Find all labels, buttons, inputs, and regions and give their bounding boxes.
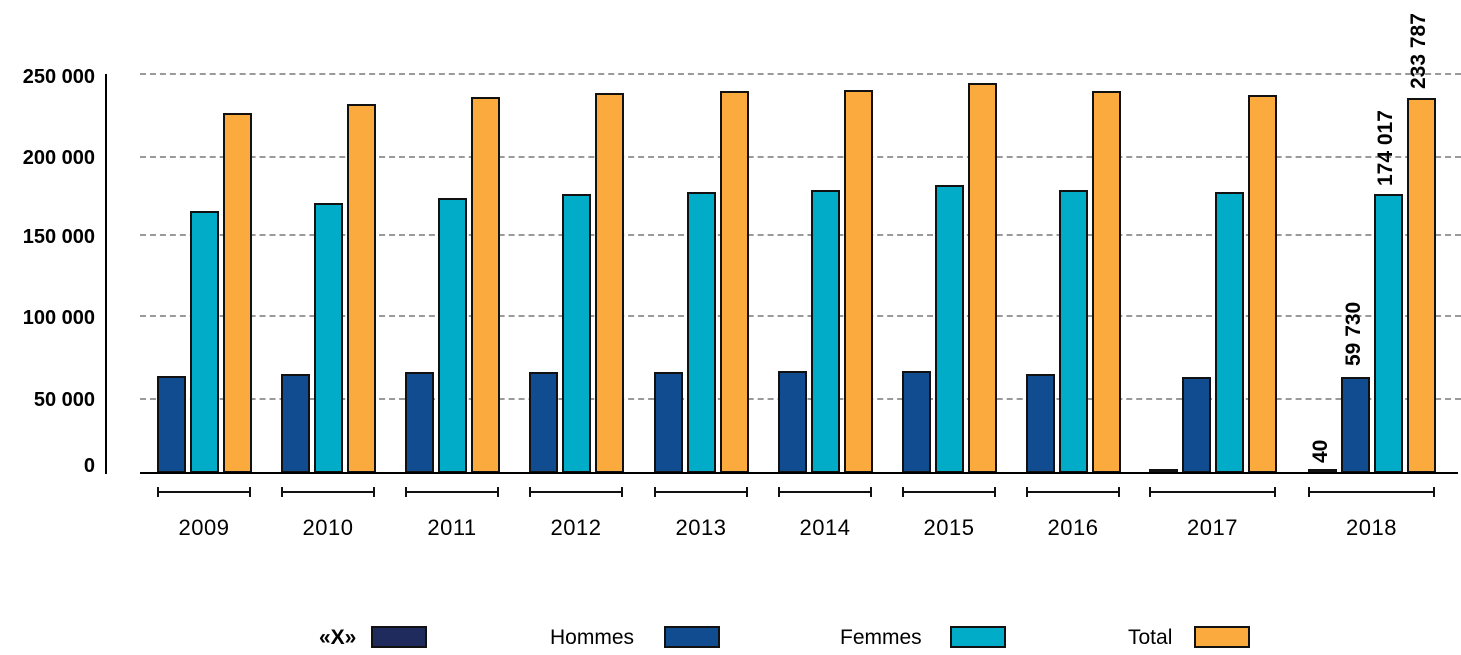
y-tick-0: 0 bbox=[83, 455, 95, 477]
value-label-2018-femmes: 174 017 bbox=[1374, 110, 1397, 186]
legend-swatch-x bbox=[371, 626, 427, 648]
x-tick-label-2011: 2011 bbox=[427, 515, 477, 540]
bar-2016-hommes bbox=[1026, 374, 1055, 473]
bar-2017-total bbox=[1248, 95, 1277, 473]
category-bracket-2018 bbox=[1308, 487, 1435, 497]
category-bracket-2017 bbox=[1149, 487, 1276, 497]
bar-2014-total bbox=[844, 90, 873, 473]
gridline-250000 bbox=[140, 73, 1461, 75]
gridline-200000 bbox=[140, 156, 1461, 158]
category-bracket-2014 bbox=[778, 487, 872, 497]
legend-label-x: «X» bbox=[319, 626, 357, 649]
value-label-2018-hommes: 59 730 bbox=[1342, 301, 1365, 366]
y-axis-line bbox=[105, 74, 107, 474]
bar-2011-hommes bbox=[405, 372, 434, 473]
category-bracket-2011 bbox=[405, 487, 499, 497]
bar-2009-femmes bbox=[190, 211, 219, 473]
category-bracket-2010 bbox=[281, 487, 375, 497]
bar-2013-total bbox=[720, 91, 749, 473]
x-tick-label-2018: 2018 bbox=[1346, 515, 1397, 540]
category-bracket-2012 bbox=[529, 487, 623, 497]
legend-swatch-femmes bbox=[950, 626, 1006, 648]
bar-2013-femmes bbox=[687, 192, 716, 473]
bar-2018-femmes bbox=[1374, 194, 1403, 473]
bar-2018-hommes bbox=[1341, 377, 1370, 473]
gridline-100000 bbox=[140, 315, 1461, 317]
bar-2010-femmes bbox=[314, 203, 343, 473]
bar-2015-hommes bbox=[902, 371, 931, 473]
category-bracket-2013 bbox=[654, 487, 748, 497]
x-tick-label-2017: 2017 bbox=[1187, 515, 1238, 540]
x-tick-label-2012: 2012 bbox=[550, 515, 602, 540]
bar-2014-hommes bbox=[778, 371, 807, 473]
legend-swatch-total bbox=[1194, 626, 1250, 648]
bar-2012-femmes bbox=[562, 194, 591, 473]
y-tick-200000: 200 000 bbox=[22, 147, 95, 169]
legend-label-total: Total bbox=[1128, 626, 1173, 649]
y-tick-50000: 50 000 bbox=[33, 389, 95, 411]
x-tick-label-2014: 2014 bbox=[799, 515, 851, 540]
x-tick-label-2010: 2010 bbox=[302, 515, 354, 540]
category-bracket-2009 bbox=[157, 487, 251, 497]
bar-2013-hommes bbox=[654, 372, 683, 473]
legend-label-femmes: Femmes bbox=[840, 626, 922, 649]
bar-2010-hommes bbox=[281, 374, 310, 473]
bar-2017-femmes bbox=[1215, 192, 1244, 473]
x-tick-label-2016: 2016 bbox=[1047, 515, 1099, 540]
y-tick-150000: 150 000 bbox=[22, 226, 95, 248]
x-axis-line bbox=[140, 472, 1458, 474]
x-tick-label-2015: 2015 bbox=[923, 515, 975, 540]
bar-2015-femmes bbox=[935, 185, 964, 473]
bar-2009-total bbox=[223, 113, 252, 473]
bar-2016-total bbox=[1092, 91, 1121, 473]
bar-2016-femmes bbox=[1059, 190, 1088, 473]
x-tick-label-2009: 2009 bbox=[178, 515, 230, 540]
y-tick-100000: 100 000 bbox=[22, 307, 95, 329]
bar-2018-total bbox=[1407, 98, 1436, 473]
category-bracket-2016 bbox=[1026, 487, 1120, 497]
bar-2012-hommes bbox=[529, 372, 558, 473]
value-label-2018-total: 233 787 bbox=[1407, 13, 1430, 89]
bar-2010-total bbox=[347, 104, 376, 473]
bar-2012-total bbox=[595, 93, 624, 473]
legend-swatch-hommes bbox=[664, 626, 720, 648]
bar-2011-total bbox=[471, 97, 500, 473]
bar-2015-total bbox=[968, 83, 997, 473]
bar-2014-femmes bbox=[811, 190, 840, 473]
bar-2011-femmes bbox=[438, 198, 467, 473]
x-tick-label-2013: 2013 bbox=[675, 515, 727, 540]
y-tick-250000: 250 000 bbox=[22, 66, 95, 88]
bar-2009-hommes bbox=[157, 376, 186, 473]
category-bracket-2015 bbox=[902, 487, 996, 497]
legend-label-hommes: Hommes bbox=[550, 626, 635, 649]
bar-2017-hommes bbox=[1182, 377, 1211, 473]
gridline-150000 bbox=[140, 234, 1461, 236]
value-label-2018-x: 40 bbox=[1309, 439, 1332, 463]
